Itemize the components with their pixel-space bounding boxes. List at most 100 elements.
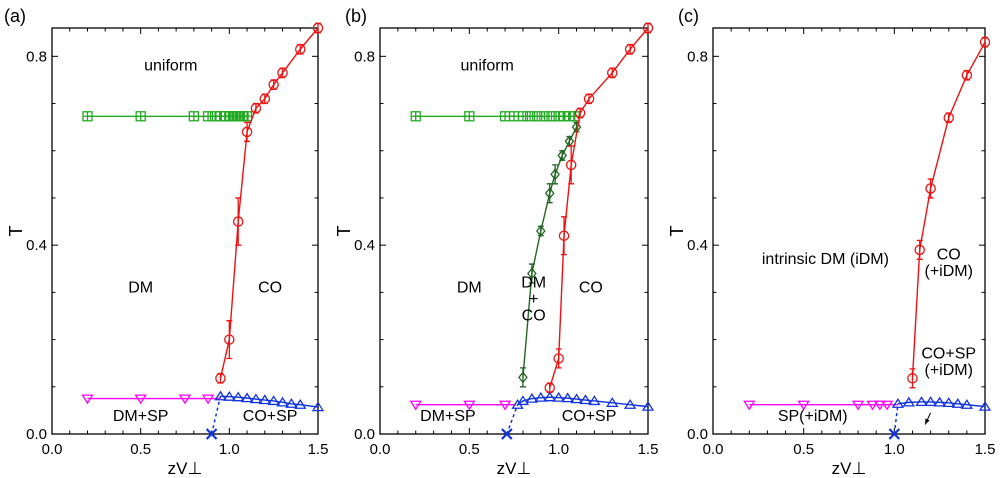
data-point — [866, 400, 879, 411]
panel-a: 0.0 0.5 1.0 1.5 0.0 0.4 0.8 zV⊥ T (a) uniform DM CO D… — [4, 6, 328, 478]
data-point — [933, 396, 946, 407]
critical-point-cross — [205, 428, 218, 440]
data-point — [223, 390, 236, 401]
data-point — [258, 394, 271, 405]
data-point — [498, 400, 512, 411]
data-point — [550, 168, 560, 181]
x-tick-label: 1.0 — [884, 441, 905, 458]
data-point — [232, 391, 245, 402]
data-point — [641, 400, 655, 411]
phase-label: DM — [521, 275, 546, 292]
phase-label: CO+SP — [562, 408, 617, 425]
data-point — [642, 22, 654, 34]
data-point — [463, 400, 476, 411]
data-point-cross — [411, 111, 421, 121]
data-point — [574, 107, 586, 119]
phase-label: uniform — [144, 57, 197, 74]
data-point — [925, 183, 936, 194]
data-point — [232, 216, 244, 227]
data-point — [915, 396, 928, 407]
critical-point-cross — [888, 428, 901, 440]
x-tick-label: 1.5 — [638, 441, 659, 458]
data-point — [797, 400, 810, 411]
phase-label: CO+SP — [921, 345, 976, 362]
y-axis-label: T — [667, 226, 687, 237]
error-bar — [217, 372, 224, 384]
y-tick-label: 0.0 — [26, 426, 47, 443]
x-tick-label: 0.0 — [42, 441, 63, 458]
data-point — [588, 395, 601, 406]
data-point — [214, 390, 227, 401]
x-axis-label: zV⊥ — [168, 459, 203, 478]
data-point — [561, 392, 574, 403]
data-point — [178, 394, 192, 405]
x-tick-label: 1.0 — [548, 441, 569, 458]
data-point-cross — [509, 111, 519, 121]
data-point — [543, 391, 556, 402]
data-point — [277, 67, 288, 79]
data-point — [535, 224, 546, 238]
data-point — [312, 22, 324, 34]
series-CO+SP-boundary — [511, 391, 655, 411]
data-point — [534, 391, 547, 402]
phase-label: (+iDM) — [925, 263, 973, 280]
data-point — [907, 373, 918, 384]
annotation-arrow-head — [925, 418, 930, 425]
critical-point-cross — [501, 428, 513, 440]
series-line — [219, 27, 319, 379]
data-point — [743, 400, 756, 411]
error-bar — [909, 368, 916, 389]
y-tick-label: 0.0 — [687, 426, 708, 443]
phase-label: SP(+iDM) — [778, 408, 848, 425]
y-tick-label: 0.0 — [354, 426, 375, 443]
data-point — [961, 69, 973, 81]
series-SP-boundary — [743, 400, 898, 411]
data-point — [525, 392, 539, 403]
data-point — [267, 395, 280, 406]
data-point — [607, 67, 618, 79]
phase-label: (+iDM) — [925, 362, 973, 379]
data-point — [942, 397, 955, 407]
data-point — [552, 391, 565, 402]
y-axis-label: T — [6, 226, 26, 237]
data-point — [583, 93, 595, 105]
error-bar — [546, 382, 553, 394]
dashed-boundary — [893, 403, 899, 435]
phase-label: DM+SP — [113, 408, 169, 425]
data-point — [250, 103, 262, 114]
panel-c: 0.0 0.5 1.0 1.5 0.0 0.4 0.8 zV⊥ T (c) intrinsic DM… — [667, 6, 995, 478]
phase-label: CO+SP — [243, 408, 298, 425]
data-point — [285, 398, 298, 408]
data-point — [557, 149, 568, 162]
series-SP-boundary — [81, 394, 221, 405]
data-point — [951, 398, 964, 408]
data-point — [311, 401, 325, 412]
data-point — [240, 392, 254, 403]
data-point — [249, 393, 263, 404]
data-point — [553, 353, 564, 364]
phase-label: DM — [128, 279, 153, 296]
series-line — [911, 41, 986, 379]
error-bar — [916, 239, 923, 260]
dashed-boundary — [210, 396, 222, 435]
data-point — [259, 93, 271, 105]
data-point — [544, 187, 555, 200]
error-bar — [546, 183, 553, 204]
data-point — [81, 394, 94, 405]
series-CO-boundary — [907, 36, 991, 389]
data-point-cross — [570, 111, 580, 121]
series-CO+SP-boundary — [891, 396, 992, 411]
error-bar — [927, 178, 934, 199]
data-point — [224, 334, 235, 345]
data-point — [624, 43, 636, 55]
data-point — [215, 373, 226, 384]
series-CO-boundary — [215, 22, 324, 384]
y-tick-label: 0.4 — [687, 237, 708, 254]
data-point-cross — [500, 111, 510, 121]
data-point — [201, 394, 215, 405]
data-point — [558, 230, 570, 241]
y-tick-label: 0.4 — [26, 237, 47, 254]
series-CO+SP-boundary — [214, 390, 325, 412]
data-point — [943, 112, 954, 123]
